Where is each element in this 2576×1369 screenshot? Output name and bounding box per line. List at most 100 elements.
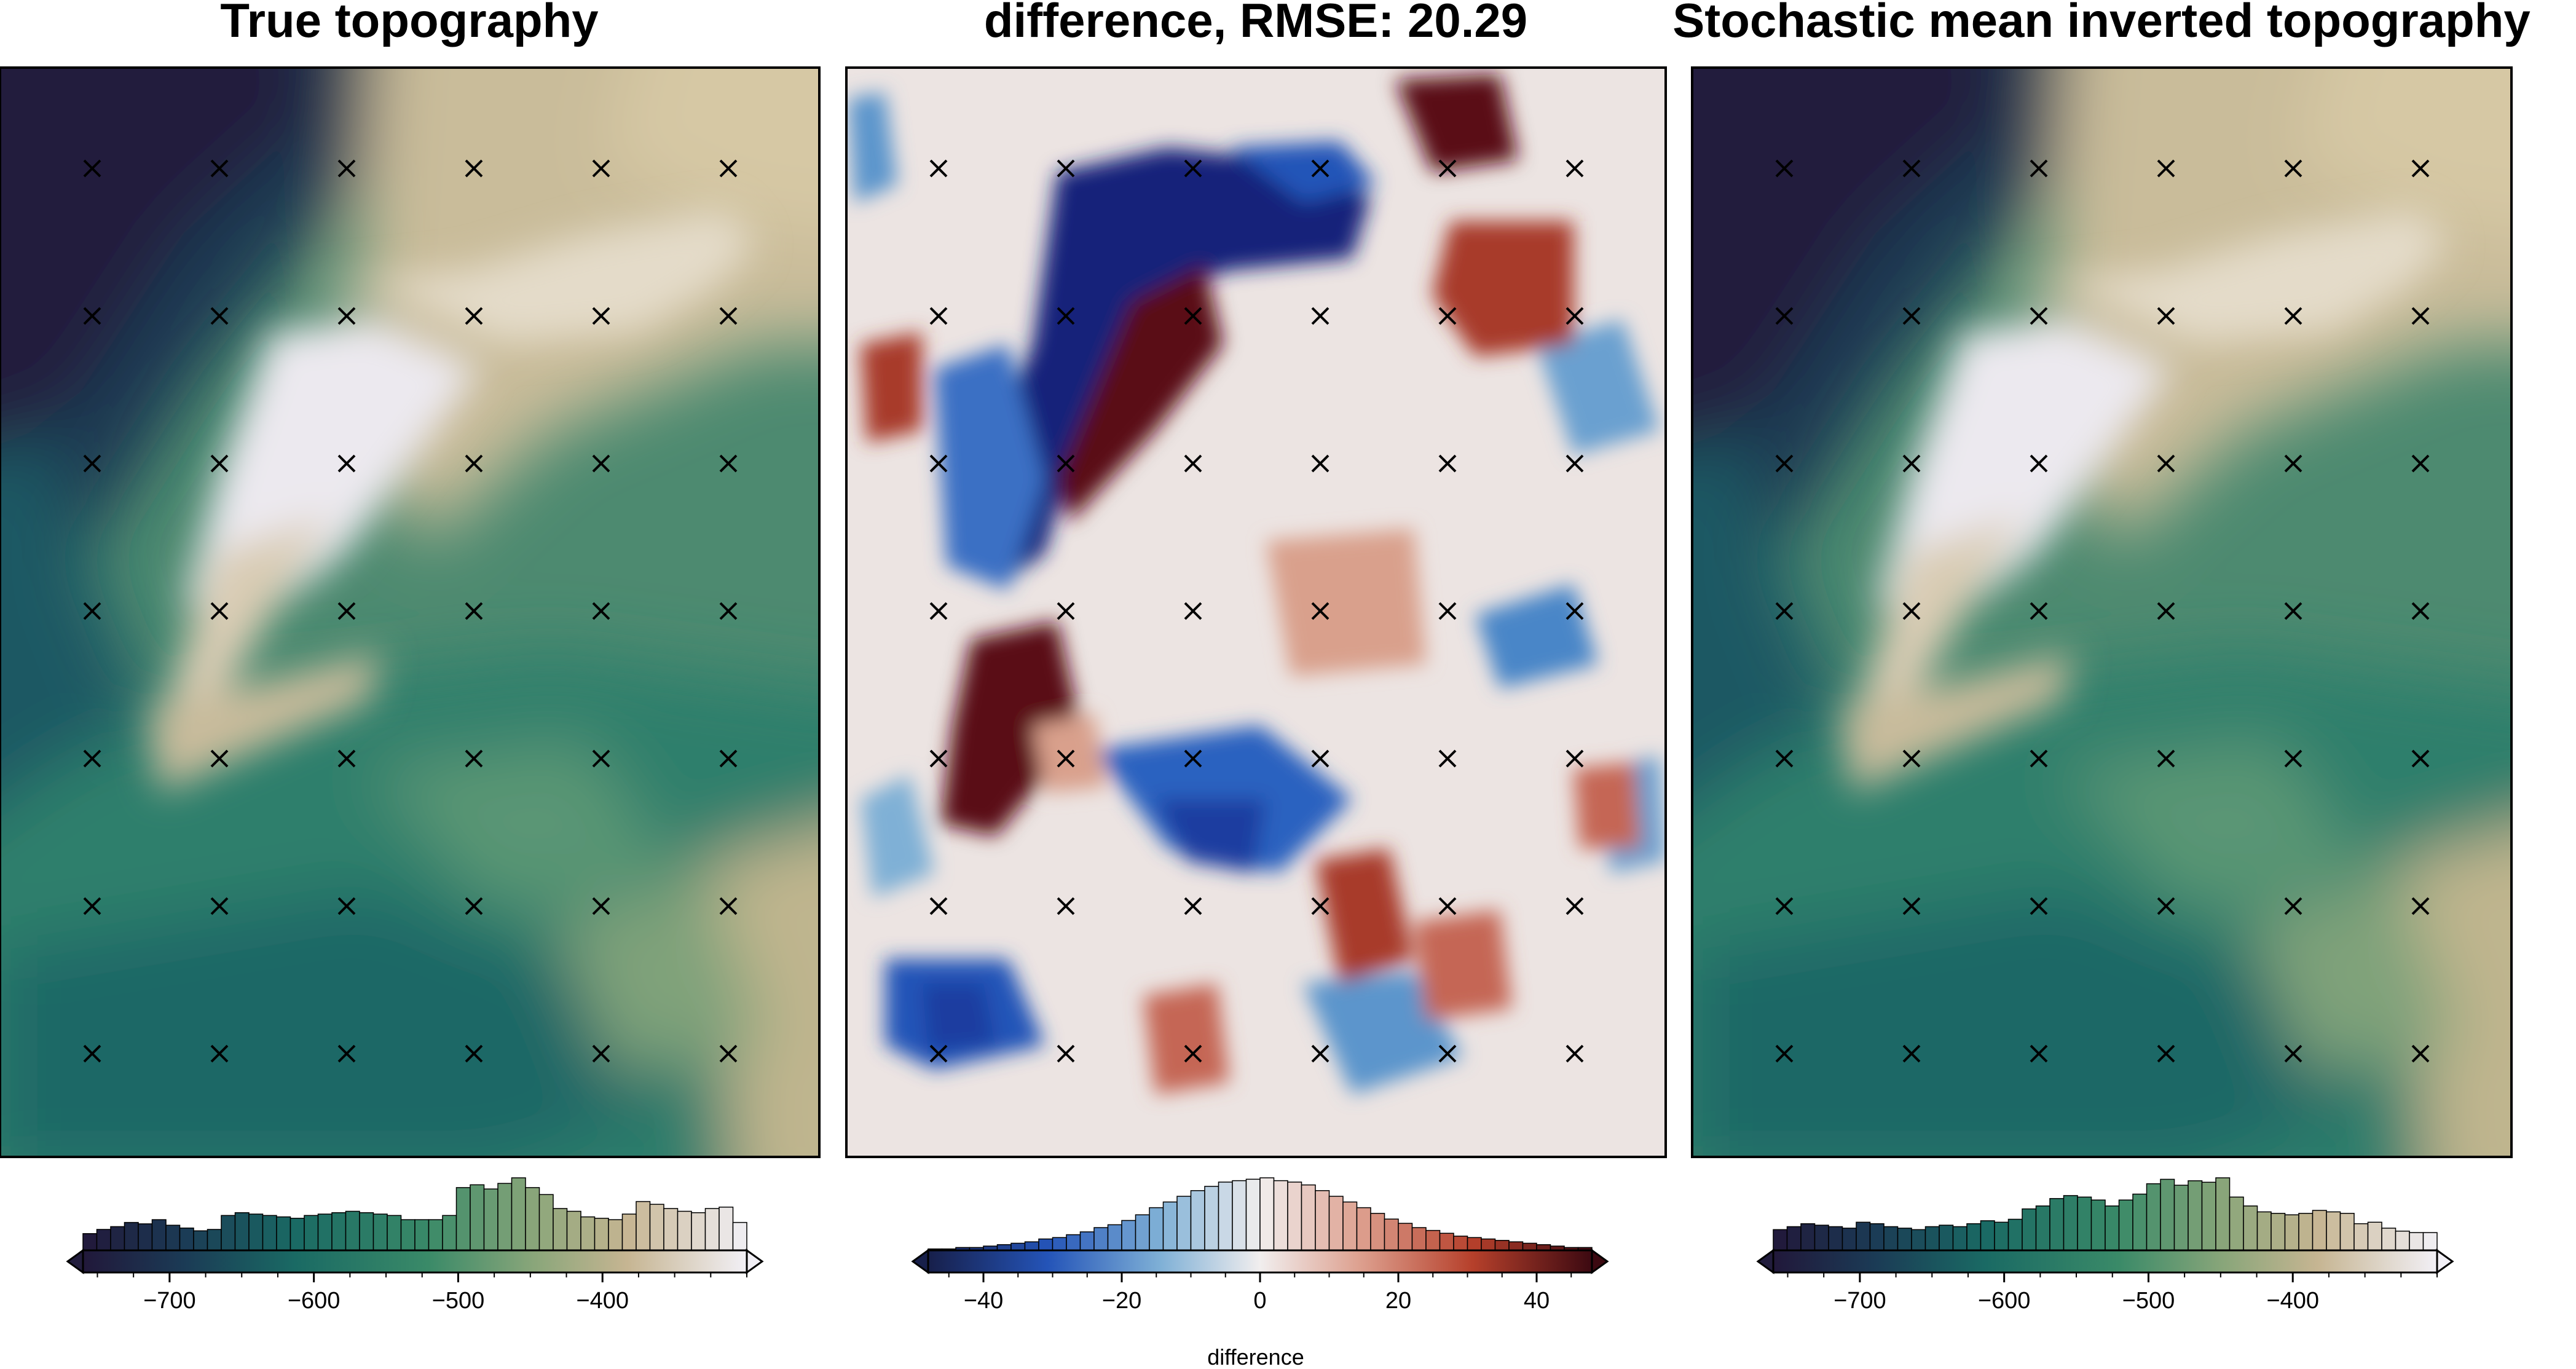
histogram-bar <box>1467 1237 1482 1251</box>
histogram-bar <box>138 1223 153 1251</box>
histogram-bar <box>1245 1178 1261 1251</box>
marker-x <box>1566 1044 1584 1063</box>
marker-x <box>2284 749 2302 768</box>
marker-x <box>1775 897 1794 915</box>
marker-x <box>337 602 356 620</box>
histogram-bar <box>553 1208 568 1251</box>
histogram-bar <box>1841 1228 1857 1251</box>
histogram-bar <box>1010 1242 1026 1251</box>
marker-x <box>2411 1044 2430 1063</box>
panel-title-stochastic-mean: Stochastic mean inverted topography <box>1672 0 2531 47</box>
marker-x <box>1184 1044 1202 1063</box>
marker-x <box>592 159 610 178</box>
marker-x <box>465 307 483 325</box>
histogram-bar <box>2049 1197 2065 1251</box>
marker-x <box>1775 159 1794 178</box>
histogram-bar <box>1287 1182 1302 1251</box>
histogram-bar <box>455 1187 471 1251</box>
histogram-bar <box>538 1194 554 1251</box>
marker-x <box>1057 159 1075 178</box>
histogram-bar <box>1356 1207 1371 1251</box>
histogram-bar <box>1522 1242 1537 1251</box>
marker-x <box>2284 159 2302 178</box>
marker-x <box>2157 897 2175 915</box>
marker-x <box>929 749 948 768</box>
marker-x <box>2284 602 2302 620</box>
marker-x <box>2284 897 2302 915</box>
marker-x <box>1057 602 1075 620</box>
histogram-bar <box>1911 1229 1926 1251</box>
histogram-bar <box>1773 1229 1788 1251</box>
marker-x <box>2157 454 2175 473</box>
histogram-bar <box>2339 1213 2355 1251</box>
marker-x <box>83 897 101 915</box>
histogram-bar <box>1494 1240 1510 1251</box>
histogram-bar <box>663 1208 679 1251</box>
panel-title-difference: difference, RMSE: 20.29 <box>984 0 1527 47</box>
histogram-bar <box>1218 1182 1233 1251</box>
histogram-bar <box>1273 1180 1288 1251</box>
marker-x <box>1438 454 1457 473</box>
marker-x <box>2157 159 2175 178</box>
histogram-bar <box>2422 1232 2438 1251</box>
histogram-bar <box>1162 1201 1178 1251</box>
histogram-bar <box>621 1213 637 1251</box>
marker-x <box>1311 307 1329 325</box>
histogram-bar <box>1939 1225 1954 1251</box>
colorbar-tick-label: −700 <box>143 1288 196 1314</box>
marker-grid-inverted <box>1775 159 2430 1063</box>
marker-x <box>719 454 738 473</box>
marker-x <box>1775 602 1794 620</box>
histogram-bar <box>1107 1224 1122 1251</box>
histogram-bar <box>124 1221 139 1251</box>
colorbar-inverted: −700 −600 −500 −400 <box>1756 1177 2454 1314</box>
histogram-bar <box>2243 1205 2258 1251</box>
histogram-bar <box>483 1188 498 1251</box>
histogram-bar <box>1038 1238 1054 1251</box>
histogram-bar <box>1980 1220 1995 1251</box>
marker-x <box>2030 749 2048 768</box>
marker-x <box>1057 307 1075 325</box>
marker-x <box>2411 897 2430 915</box>
marker-x <box>2157 602 2175 620</box>
histogram-bar <box>2007 1218 2023 1251</box>
marker-x <box>210 454 229 473</box>
histogram-bar <box>372 1213 388 1251</box>
marker-x <box>719 749 738 768</box>
marker-x <box>1775 749 1794 768</box>
histogram-bar <box>2063 1195 2078 1251</box>
histogram-bar <box>428 1219 443 1251</box>
histogram-bar <box>1259 1177 1275 1251</box>
histogram-bar <box>1814 1225 1829 1251</box>
histogram-bar <box>2201 1182 2216 1251</box>
marker-grid-true <box>83 159 738 1063</box>
marker-x <box>1438 307 1457 325</box>
colorbar-tick-label: −500 <box>432 1288 485 1314</box>
marker-x <box>1566 159 1584 178</box>
histogram-bar <box>594 1218 609 1251</box>
marker-x <box>2030 602 2048 620</box>
marker-x <box>1057 454 1075 473</box>
histogram-bar <box>2312 1210 2327 1251</box>
histogram-bar <box>96 1229 111 1251</box>
marker-x <box>83 307 101 325</box>
histogram-bar <box>262 1215 277 1251</box>
histogram-bar <box>1897 1228 1912 1251</box>
marker-x <box>2030 307 2048 325</box>
histogram-bar <box>414 1219 430 1251</box>
marker-x <box>1902 307 1921 325</box>
marker-x <box>1311 897 1329 915</box>
histogram-bar <box>1066 1234 1081 1251</box>
histogram-bar <box>1135 1214 1150 1251</box>
panel-true-topography: True topography <box>0 0 821 1158</box>
histogram-bar <box>1149 1207 1164 1251</box>
histogram-bar <box>1453 1236 1468 1251</box>
histogram-bar <box>1508 1241 1524 1251</box>
marker-x <box>592 602 610 620</box>
histogram-bar <box>1856 1221 1871 1251</box>
colorbar-histogram-true <box>82 1177 747 1251</box>
marker-x <box>1438 897 1457 915</box>
marker-x <box>1902 602 1921 620</box>
histogram-bar <box>2409 1232 2424 1251</box>
marker-x <box>83 1044 101 1063</box>
